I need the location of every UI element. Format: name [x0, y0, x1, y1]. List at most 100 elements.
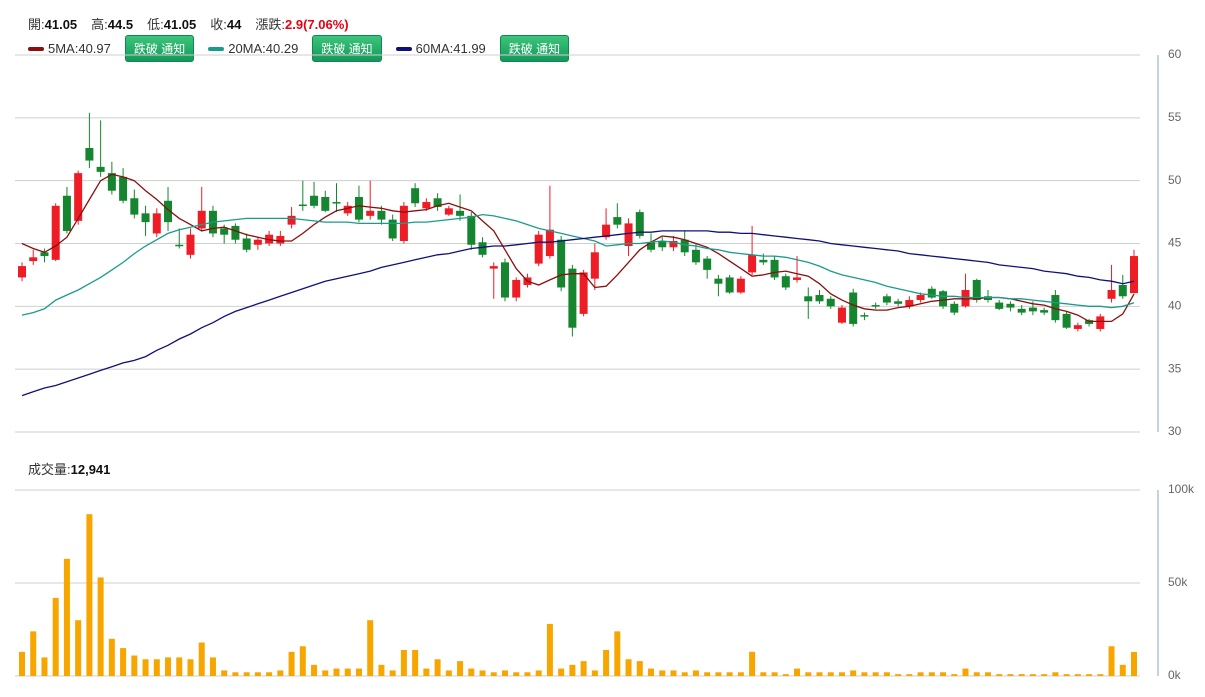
- candle-body: [489, 266, 498, 269]
- legend-swatch: [28, 46, 44, 51]
- candle-body: [242, 238, 251, 250]
- quote-value: 2.9(7.06%): [285, 17, 349, 32]
- volume-bar: [153, 659, 160, 676]
- candle-body: [388, 219, 397, 239]
- ma-line: [21, 213, 1135, 316]
- candle-body: [467, 215, 476, 245]
- volume-bar: [850, 670, 857, 676]
- volume-bar: [108, 638, 115, 676]
- volume-bar: [962, 668, 969, 676]
- volume-bar: [165, 657, 172, 676]
- volume-bar: [648, 668, 655, 676]
- y-tick-label: 60: [1168, 47, 1182, 61]
- quote-label: 低:: [147, 17, 164, 32]
- candle-body: [1017, 308, 1026, 313]
- volume-bar: [1131, 651, 1137, 676]
- candle-body: [321, 197, 330, 211]
- candle-body: [579, 272, 588, 314]
- volume-bar: [760, 672, 767, 676]
- volume-bar: [479, 670, 486, 676]
- candle-body: [939, 291, 948, 307]
- volume-bar: [805, 672, 812, 676]
- volume-bar: [1007, 674, 1014, 676]
- candle-body: [927, 288, 936, 298]
- volume-bar: [1119, 664, 1126, 676]
- volume-bar: [838, 672, 845, 676]
- volume-bar: [558, 668, 565, 676]
- volume-bar: [423, 668, 430, 676]
- candle-body: [512, 279, 521, 298]
- candle-body: [366, 210, 375, 216]
- candle-body: [894, 301, 903, 304]
- candle-body: [725, 277, 734, 293]
- volume-bar: [928, 672, 935, 676]
- candle-body: [119, 176, 128, 201]
- volume-bar: [794, 668, 801, 676]
- volume-bar: [984, 672, 991, 676]
- volume-bar: [30, 631, 37, 676]
- volume-bar: [434, 659, 441, 676]
- volume-bar: [861, 672, 868, 676]
- candle-body: [96, 166, 105, 172]
- candle-body: [1073, 325, 1082, 329]
- candle-body: [837, 307, 846, 323]
- volume-bar: [86, 514, 93, 676]
- volume-bar: [266, 672, 273, 676]
- volume-bar: [1029, 674, 1036, 676]
- legend: 5MA:40.97 跌破 通知 20MA:40.29 跌破 通知 60MA:41.99 跌…: [28, 35, 583, 62]
- legend-item: 5MA:40.97 跌破 通知: [28, 35, 195, 62]
- y-tick-label: 35: [1168, 361, 1182, 375]
- volume-bar: [254, 672, 261, 676]
- y-tick-label: 40: [1168, 299, 1182, 313]
- legend-label: 20MA:40.29: [228, 41, 299, 56]
- candle-body: [793, 277, 802, 280]
- candle-body: [40, 252, 49, 257]
- candle-body: [422, 202, 431, 209]
- y-tick-label: 100k: [1168, 482, 1195, 496]
- candle-body: [332, 202, 341, 204]
- alert-button[interactable]: 跌破 通知: [499, 35, 570, 62]
- volume-bar: [142, 659, 149, 676]
- candle-body: [354, 197, 363, 220]
- volume-bar: [524, 672, 531, 676]
- candle-body: [995, 302, 1004, 309]
- candle-body: [658, 240, 667, 248]
- volume-bar: [580, 661, 587, 676]
- candle-body: [141, 213, 150, 223]
- y-tick-label: 30: [1168, 424, 1182, 438]
- volume-bar: [344, 668, 351, 676]
- candle-body: [175, 244, 184, 247]
- volume-bar: [872, 672, 879, 676]
- candle-body: [534, 234, 543, 264]
- candle-body: [51, 205, 60, 260]
- candle-body: [18, 266, 26, 278]
- y-tick-label: 50: [1168, 173, 1182, 187]
- candle-body: [287, 215, 296, 225]
- candle-body: [85, 147, 94, 161]
- candle-body: [377, 210, 386, 220]
- candle-body: [950, 303, 959, 313]
- candle-body: [781, 276, 790, 288]
- quote-item: 收:44: [210, 14, 241, 33]
- alert-button[interactable]: 跌破 通知: [312, 35, 382, 62]
- candle-body: [669, 240, 678, 248]
- legend-label: 5MA:40.97: [48, 41, 111, 56]
- volume-bar: [715, 672, 722, 676]
- candle-body: [152, 213, 161, 234]
- volume-header: 成交量:12,941: [28, 459, 110, 478]
- volume-bar: [940, 672, 947, 676]
- volume-bar: [749, 651, 756, 676]
- volume-bar: [445, 670, 452, 676]
- volume-bar: [951, 674, 958, 676]
- volume-bar: [737, 672, 744, 676]
- candle-body: [343, 205, 352, 214]
- volume-bar: [412, 649, 419, 676]
- candle-body: [433, 198, 442, 208]
- alert-button[interactable]: 跌破 通知: [124, 35, 195, 62]
- volume-bar: [692, 670, 699, 676]
- volume-bar: [591, 670, 598, 676]
- volume-bar: [187, 659, 194, 676]
- volume-bar: [917, 672, 924, 676]
- volume-bar: [681, 672, 688, 676]
- volume-bar: [501, 670, 508, 676]
